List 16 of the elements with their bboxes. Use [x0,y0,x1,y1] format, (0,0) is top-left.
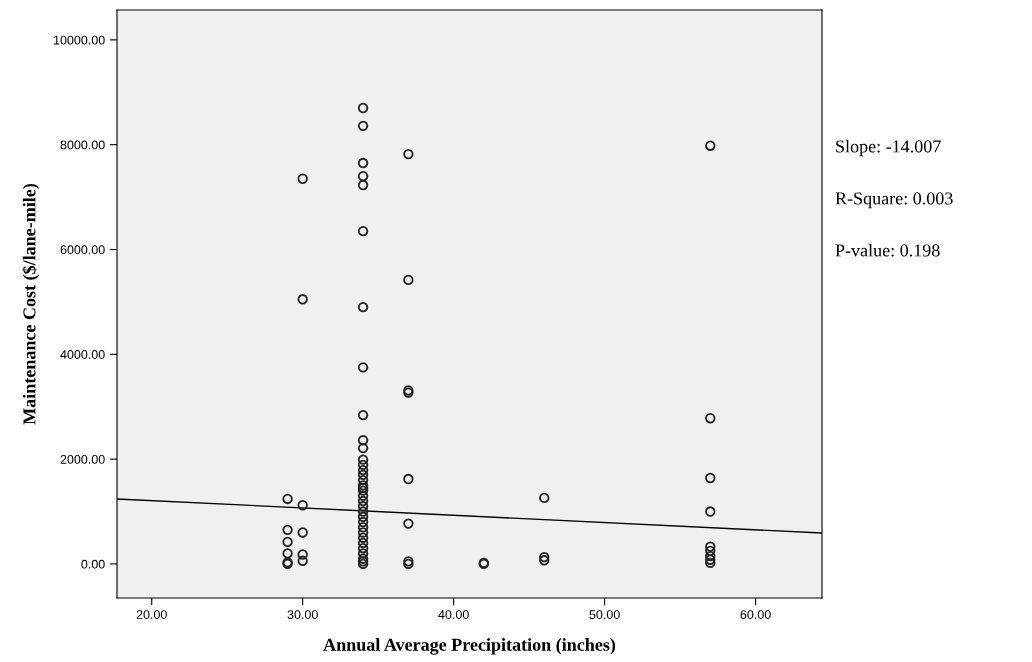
x-tick-label: 40.00 [438,610,469,619]
x-axis-title: Annual Average Precipitation (inches) [323,638,616,655]
text: Slope: -14.007 [836,139,941,157]
x-tick-label: 60.00 [740,610,771,619]
y-tick-label: 8000.00 [60,140,105,150]
x-tick-label: 20.00 [136,610,167,619]
text: R-Square: 0.003 [835,192,953,209]
y-tick-label: 6000.00 [60,245,105,255]
text: P-value: 0.198 [835,243,940,257]
y-tick-label: 2000.00 [60,454,105,464]
y-axis-title: Maintenance Cost ($/lane-mile) [22,183,40,425]
y-tick-label: 0.00 [81,559,105,569]
y-tick-label: 4000.00 [60,350,105,359]
y-tick-label: 10000.00 [54,35,105,45]
x-tick-label: 30.00 [287,610,318,619]
x-tick-label: 50.00 [589,610,620,619]
